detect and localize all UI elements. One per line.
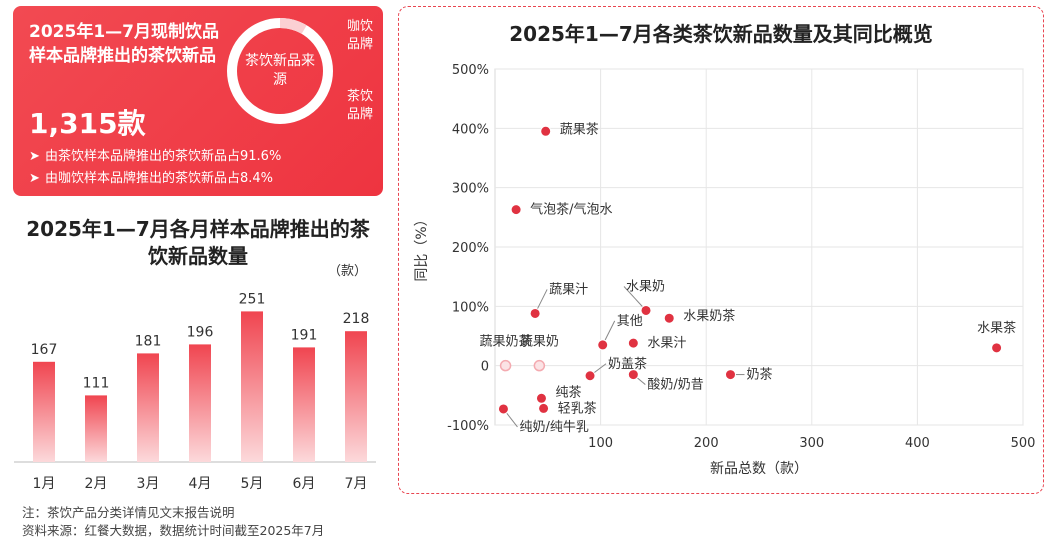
summary-title: 2025年1—7月现制饮品样本品牌推出的茶饮新品 [29, 22, 219, 66]
x-tick-label: 7月 [345, 476, 368, 492]
scatter-point [535, 392, 547, 404]
scatter-point [991, 342, 1003, 354]
y-tick-label: 200% [452, 241, 489, 256]
point-label: 蔬果奶茶 [480, 334, 532, 350]
summary-bullets: ➤ 由茶饮样本品牌推出的茶饮新品占91.6% ➤ 由咖饮样本品牌推出的茶饮新品占8.… [29, 146, 281, 190]
x-tick-label: 400 [905, 436, 930, 451]
bar-value-label: 251 [239, 291, 266, 307]
point-label: 奶盖茶 [608, 356, 647, 372]
point-label: 其他 [617, 314, 643, 329]
donut-coffee-slice [227, 18, 333, 124]
bar-value-label: 181 [135, 333, 162, 349]
source-line: 资料来源：红餐大数据，数据统计时间截至2025年7月 [22, 523, 325, 538]
point-label: 水果奶 [626, 279, 665, 294]
bar [33, 361, 55, 462]
point-label: 蔬果茶 [560, 121, 599, 137]
scatter-point [499, 359, 512, 372]
bar-value-label: 218 [343, 311, 370, 327]
scatter-point [538, 402, 550, 414]
x-tick-label: 6月 [293, 476, 316, 492]
scatter-point [724, 369, 736, 381]
scatter-point [584, 370, 596, 382]
arrow-icon: ➤ [29, 149, 40, 164]
x-tick-label: 2月 [85, 476, 108, 492]
point-label: 蔬果汁 [549, 282, 588, 297]
bar [85, 395, 107, 462]
bullet-text: 由咖饮样本品牌推出的茶饮新品占8.4% [45, 171, 274, 186]
arrow-icon: ➤ [29, 171, 40, 186]
scatter-point [627, 337, 639, 349]
bar-value-label: 111 [83, 375, 110, 391]
point-label: 蔬果奶 [520, 335, 559, 350]
x-tick-label: 4月 [189, 476, 212, 492]
bar [345, 331, 367, 462]
scatter-chart: 500% 400% 300% 200% 100% 0 -100% 100 200 300 400 50… [414, 63, 1036, 477]
scatter-point [597, 339, 609, 351]
point-label: 奶茶 [746, 367, 772, 383]
summary-count: 1,315款 [29, 107, 146, 140]
bar-chart: 167 1月 111 2月 181 3月 196 4月 251 5月 191 6月 218 7月 [14, 291, 376, 492]
point-label: 轻乳茶 [558, 400, 597, 416]
notes: 注：茶饮产品分类详情见文末报告说明 资料来源：红餐大数据，数据统计时间截至202… [22, 504, 324, 540]
scatter-point [640, 304, 652, 316]
list-item: ➤ 由咖饮样本品牌推出的茶饮新品占8.4% [29, 168, 281, 190]
note-line: 注：茶饮产品分类详情见文末报告说明 [22, 505, 235, 520]
donut-chart [227, 18, 333, 124]
x-tick-label: 500 [1011, 436, 1036, 451]
bar [293, 347, 315, 462]
point-label: 水果汁 [647, 336, 686, 351]
point-label: 水果茶 [977, 320, 1016, 336]
scatter-chart-title: 2025年1—7月各类茶饮新品数量及其同比概览 [509, 22, 933, 46]
bullet-text: 由茶饮样本品牌推出的茶饮新品占91.6% [45, 149, 282, 164]
scatter-point [663, 312, 675, 324]
y-axis-label: 同比（%） [414, 212, 430, 281]
donut-label-tea: 茶饮品牌 [346, 89, 373, 122]
bar-value-label: 167 [31, 342, 58, 358]
list-item: ➤ 由茶饮样本品牌推出的茶饮新品占91.6% [29, 146, 281, 168]
x-tick-label: 200 [694, 436, 719, 451]
y-tick-label: 300% [452, 182, 489, 197]
point-label: 纯奶/纯牛乳 [519, 420, 588, 435]
x-tick-label: 300 [799, 436, 824, 451]
y-tick-label: -100% [447, 419, 489, 434]
summary-card: 2025年1—7月现制饮品样本品牌推出的茶饮新品 1,315款 ➤ 由茶饮样本品牌… [13, 6, 383, 196]
bar-value-label: 196 [187, 324, 214, 340]
y-tick-label: 100% [452, 300, 489, 315]
y-tick-label: 0 [481, 360, 489, 375]
y-tick-label: 400% [452, 122, 489, 137]
x-tick-label: 1月 [33, 476, 56, 492]
scatter-point [497, 403, 509, 415]
bar [137, 353, 159, 462]
scatter-point [627, 369, 639, 381]
bar-chart-unit: （款） [328, 264, 368, 279]
donut-center-label: 茶饮新品来源 [245, 53, 315, 88]
point-label: 水果奶茶 [683, 308, 735, 324]
x-axis-label: 新品总数（款） [710, 461, 808, 477]
x-tick-label: 100 [588, 436, 613, 451]
bar [189, 344, 211, 462]
scatter-panel [398, 6, 1044, 494]
bar-chart-title: 2025年1—7月各月样本品牌推出的茶饮新品数量 [26, 217, 370, 268]
donut-label-coffee: 咖饮品牌 [346, 19, 373, 52]
point-label: 纯茶 [555, 384, 581, 400]
x-tick-label: 3月 [137, 476, 160, 492]
scatter-point [533, 359, 546, 372]
bar-value-label: 191 [291, 327, 318, 343]
bar [241, 311, 263, 462]
scatter-point [540, 125, 552, 137]
point-label: 酸奶/奶昔 [647, 378, 703, 393]
y-tick-label: 500% [452, 63, 489, 78]
point-label: 气泡茶/气泡水 [530, 202, 612, 218]
scatter-point [510, 204, 522, 216]
scatter-point [529, 307, 541, 319]
x-tick-label: 5月 [241, 476, 264, 492]
